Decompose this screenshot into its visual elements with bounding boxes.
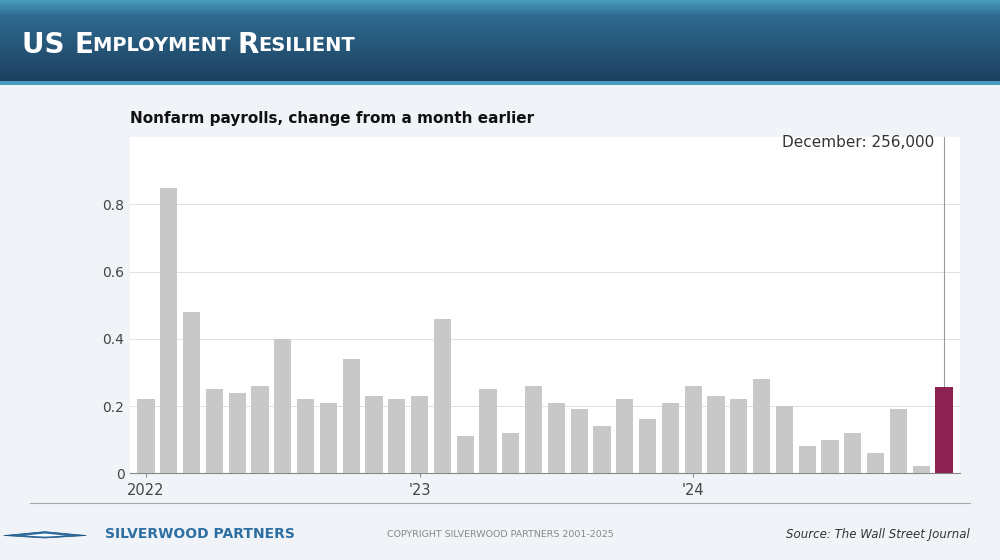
Text: E: E [74, 31, 93, 59]
Bar [571, 409, 588, 473]
Bar [457, 436, 474, 473]
Bar [343, 359, 360, 473]
Bar [707, 396, 725, 473]
Bar [160, 188, 177, 473]
Bar [434, 319, 451, 473]
Text: December: 256,000: December: 256,000 [782, 134, 934, 150]
Text: US: US [22, 31, 74, 59]
Bar [685, 386, 702, 473]
Polygon shape [4, 531, 86, 538]
Bar [730, 399, 747, 473]
Bar [525, 386, 542, 473]
Bar [274, 339, 291, 473]
Text: COPYRIGHT SILVERWOOD PARTNERS 2001-2025: COPYRIGHT SILVERWOOD PARTNERS 2001-2025 [387, 530, 613, 539]
Bar [411, 396, 428, 473]
Bar [662, 403, 679, 473]
Polygon shape [25, 534, 65, 536]
Bar [616, 399, 633, 473]
Bar [479, 389, 497, 473]
Bar [297, 399, 314, 473]
Bar [821, 440, 839, 473]
Text: R: R [237, 31, 258, 59]
Text: Nonfarm payrolls, change from a month earlier: Nonfarm payrolls, change from a month ea… [130, 111, 534, 126]
Text: Source: The Wall Street Journal: Source: The Wall Street Journal [786, 528, 970, 541]
Bar [229, 393, 246, 473]
Bar [639, 419, 656, 473]
Text: SILVERWOOD PARTNERS: SILVERWOOD PARTNERS [105, 528, 295, 541]
Text: ESILIENT: ESILIENT [258, 36, 355, 55]
Bar [365, 396, 383, 473]
Bar [502, 433, 519, 473]
Bar [844, 433, 861, 473]
Bar [320, 403, 337, 473]
Bar [776, 406, 793, 473]
Bar [867, 453, 884, 473]
Bar [935, 387, 953, 473]
Bar [251, 386, 269, 473]
Bar [890, 409, 907, 473]
Bar [183, 312, 200, 473]
Bar [548, 403, 565, 473]
Bar [206, 389, 223, 473]
Bar [753, 379, 770, 473]
Bar [593, 426, 611, 473]
Bar [388, 399, 405, 473]
Text: MPLOYMENT: MPLOYMENT [93, 36, 237, 55]
Bar [913, 466, 930, 473]
Bar [799, 446, 816, 473]
Bar [137, 399, 155, 473]
